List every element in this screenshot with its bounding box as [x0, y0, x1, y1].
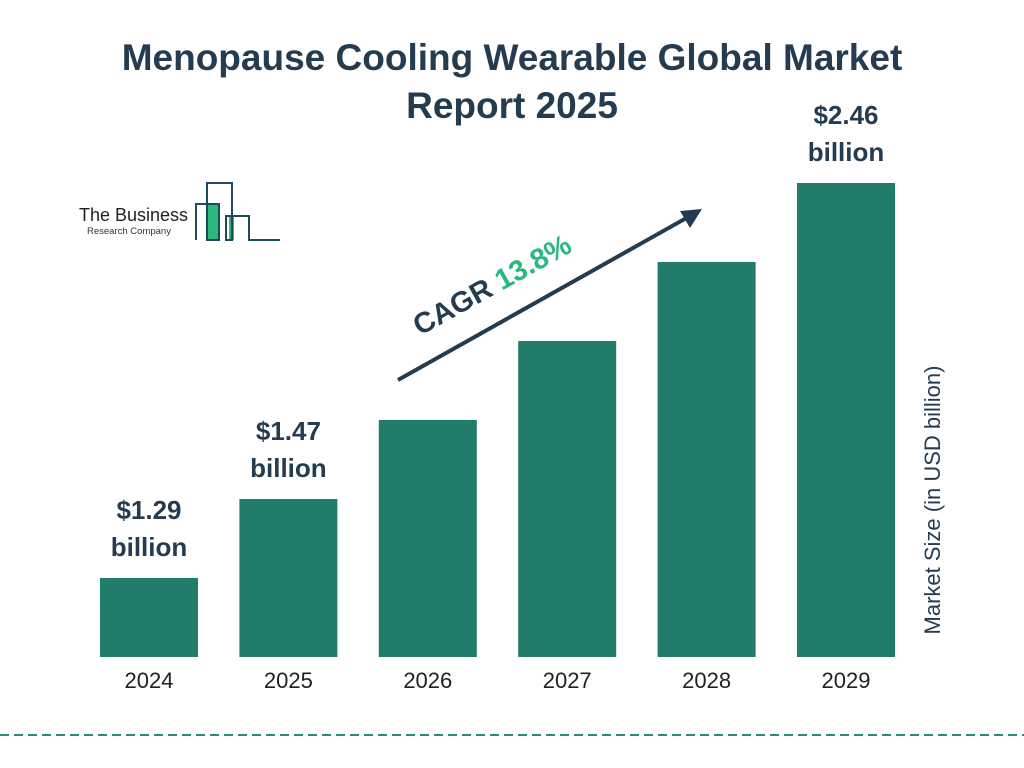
- x-tick-label-2025: 2025: [264, 668, 313, 693]
- logo-text-line2: Research Company: [87, 226, 171, 237]
- bar-2026: [378, 420, 477, 657]
- x-tick-label-2028: 2028: [682, 668, 731, 693]
- y-axis-label: Market Size (in USD billion): [920, 366, 945, 635]
- cagr-label: CAGR: [408, 269, 505, 342]
- logo-text-line1: The Business: [79, 205, 189, 225]
- x-tick-label-2027: 2027: [543, 668, 592, 693]
- x-tick-label-2026: 2026: [403, 668, 452, 693]
- bar-2024: [100, 578, 198, 657]
- x-tick-label-2024: 2024: [125, 668, 174, 693]
- bar-2028: [657, 262, 756, 657]
- bar-2025: [239, 499, 338, 657]
- data-label-value-2024: $1.29: [116, 495, 181, 525]
- x-tick-label-2029: 2029: [822, 668, 871, 693]
- cagr-arrow-head-icon: [680, 209, 702, 228]
- data-label-unit-2024: billion: [111, 532, 188, 562]
- chart-title: Menopause Cooling Wearable Global Market…: [121, 37, 903, 126]
- bar-2027: [518, 341, 617, 657]
- cagr-arrow-line: [397, 214, 691, 382]
- data-label-value-2025: $1.47: [256, 416, 321, 446]
- data-label-unit-2025: billion: [250, 453, 327, 483]
- data-label-value-2029: $2.46: [813, 100, 878, 130]
- bar-2029: [797, 183, 895, 657]
- data-label-unit-2029: billion: [808, 137, 885, 167]
